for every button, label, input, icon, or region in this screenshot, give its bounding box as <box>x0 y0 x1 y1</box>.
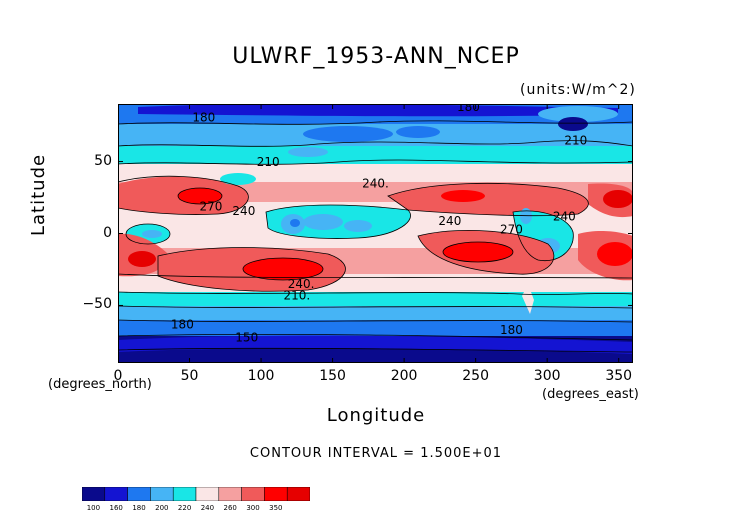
contour-label: 240. <box>362 176 389 190</box>
x-axis-label: Longitude <box>326 405 426 426</box>
x-unit-label: (degrees_east) <box>542 387 639 402</box>
colorbar-segment <box>286 487 310 501</box>
colorbar-segment <box>82 487 106 501</box>
contour-label: 240 <box>232 204 255 218</box>
colorbar-segment <box>172 487 197 501</box>
chart-title: ULWRF_1953-ANN_NCEP <box>232 44 520 69</box>
colorbar-level-label: 300 <box>246 504 260 512</box>
colorbar-level-label: 180 <box>132 504 146 512</box>
x-tick-label: 350 <box>605 368 633 384</box>
colorbar-level-label: 100 <box>86 504 101 512</box>
axis-ticks <box>118 104 633 363</box>
y-tick-label: 50 <box>94 152 112 169</box>
colorbar-segment <box>104 487 128 501</box>
colorbar-segment <box>195 487 220 501</box>
y-unit-label: (degrees_north) <box>48 377 152 392</box>
contour-label: 240 <box>553 210 576 224</box>
colorbar-level-label: 260 <box>223 504 237 512</box>
contour-field <box>118 104 633 363</box>
contour-label: 240 <box>438 214 461 228</box>
colorbar-level-label: 160 <box>109 504 123 512</box>
colorbar-level-label: 240 <box>200 504 215 512</box>
contour-label: 240. <box>288 277 315 291</box>
contour-label: 270 <box>500 223 523 237</box>
contour-label: 210 <box>564 133 587 147</box>
contour-interval: CONTOUR INTERVAL = 1.500E+01 <box>249 446 503 461</box>
x-tick-label: 150 <box>319 368 346 384</box>
colorbar <box>82 487 310 501</box>
contour-label: 210 <box>257 155 280 169</box>
y-tick-label: 0 <box>103 224 112 241</box>
contour-label: 150 <box>235 330 258 344</box>
y-tick-label: −50 <box>82 296 112 313</box>
colorbar-segment <box>218 487 242 501</box>
colorbar-level-label: 200 <box>155 504 169 512</box>
colorbar-level-label: 350 <box>269 504 283 512</box>
x-tick-label: 250 <box>462 368 489 384</box>
colorbar-segment <box>150 487 174 501</box>
x-tick-label: 100 <box>247 368 275 384</box>
x-tick-label: 300 <box>533 368 561 384</box>
contour-label: 180 <box>457 104 480 114</box>
colorbar-segment <box>241 487 265 501</box>
contour-label: 180 <box>171 317 194 331</box>
x-tick-label: 50 <box>180 368 199 384</box>
contour-label: 270 <box>200 199 223 213</box>
x-tick-label: 0 <box>113 368 123 384</box>
x-tick-label: 200 <box>390 368 418 384</box>
y-axis-label: Latitude <box>28 153 49 236</box>
colorbar-segment <box>264 487 288 501</box>
colorbar-level-label: 220 <box>177 504 192 512</box>
units-label: (units:W/m^2) <box>520 82 636 98</box>
contour-label: 210. <box>283 289 310 303</box>
contour-label: 180 <box>192 110 215 124</box>
contour-label: 180 <box>500 323 523 337</box>
colorbar-segment <box>127 487 151 501</box>
